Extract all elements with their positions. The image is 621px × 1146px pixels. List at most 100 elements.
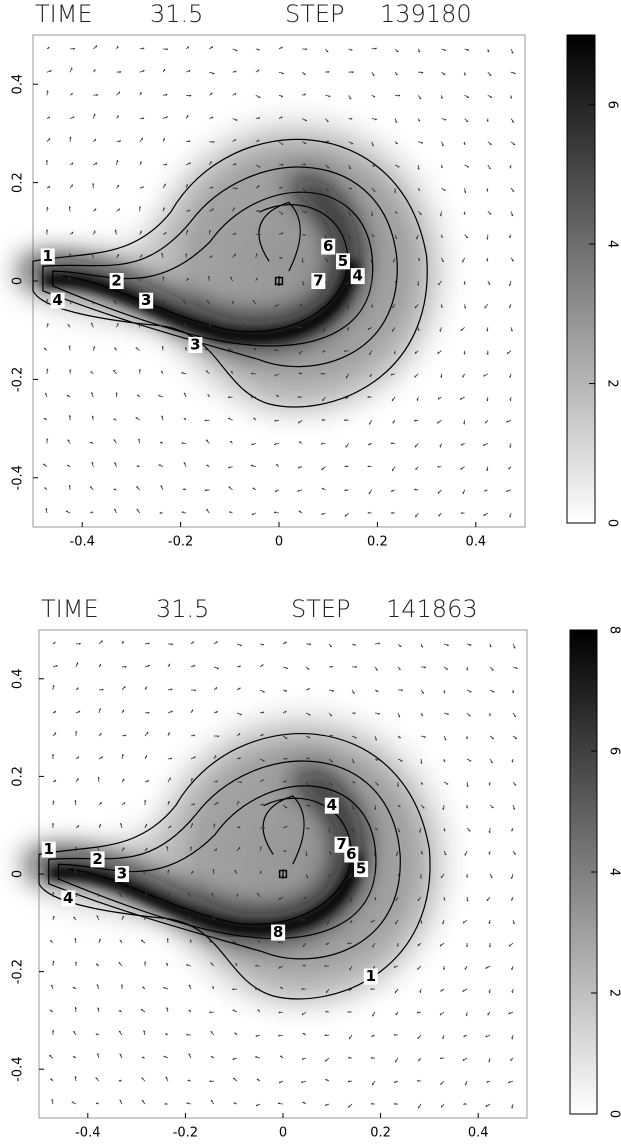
vector-arrow-head xyxy=(306,876,309,879)
vector-arrow-head xyxy=(395,121,398,123)
vector-arrow-head xyxy=(284,850,287,853)
vector-arrow-head xyxy=(375,669,378,671)
vector-arrow-head xyxy=(303,234,306,237)
vector-arrow-head xyxy=(75,961,78,964)
y-tick-label: 0 xyxy=(11,277,26,285)
vector-arrow-head xyxy=(273,442,276,445)
vector-arrow-head xyxy=(206,300,209,302)
vector-arrow-head xyxy=(121,984,124,987)
vector-arrow-head xyxy=(466,49,470,51)
vector-arrow-head xyxy=(217,735,220,738)
vector-arrow-head xyxy=(439,214,442,217)
vector-arrow-head xyxy=(186,184,189,187)
vector-arrow-head xyxy=(284,780,287,783)
vector-arrow-head xyxy=(488,921,491,924)
vector-arrow-head xyxy=(256,253,258,256)
vector-arrow-head xyxy=(370,260,372,263)
vector-arrow-head xyxy=(395,73,398,76)
vector-arrow-head xyxy=(191,777,193,781)
vector-arrow-head xyxy=(301,1080,303,1084)
vector-arrow-head xyxy=(414,488,417,491)
vector-arrow-head xyxy=(490,876,493,878)
vector-arrow-head xyxy=(168,800,170,804)
vector-arrow-head xyxy=(261,803,264,806)
vector-arrow-head xyxy=(234,163,237,166)
vector-arrow-head xyxy=(253,347,256,350)
vector-arrow-head xyxy=(351,71,354,74)
vector-arrow-head xyxy=(119,140,122,143)
vector-arrow-head xyxy=(118,1030,122,1033)
vector-arrow-head xyxy=(278,941,281,943)
vector-arrow-head xyxy=(182,488,185,490)
vector-arrow-head xyxy=(192,641,194,644)
vector-arrow-head xyxy=(466,899,469,902)
vector-arrow-head xyxy=(489,645,492,648)
vector-arrow-head xyxy=(327,71,330,74)
vector-arrow-head xyxy=(393,352,396,355)
vector-arrow-head xyxy=(165,94,168,96)
vector-arrow-head xyxy=(204,488,207,491)
vector-arrow-head xyxy=(509,445,511,448)
vector-arrow-head xyxy=(211,92,213,95)
vector-arrow-head xyxy=(511,260,514,262)
y-tick-label: -0.4 xyxy=(11,465,26,490)
vector-arrow-head xyxy=(284,710,287,713)
vector-arrow-head xyxy=(326,211,329,213)
vector-arrow-head xyxy=(250,395,253,398)
vector-arrow-head xyxy=(54,710,57,714)
vector-arrow-head xyxy=(213,823,216,826)
vector-arrow-head xyxy=(262,827,266,830)
vector-arrow-head xyxy=(349,214,352,216)
vector-arrow-head xyxy=(297,489,300,492)
vector-arrow-head xyxy=(273,511,277,513)
colorbar-tick-label: 2 xyxy=(607,989,621,997)
vector-arrow-head xyxy=(262,711,265,714)
vector-arrow-head xyxy=(485,966,488,969)
vector-arrow-head xyxy=(96,984,99,987)
x-tick-label: -0.4 xyxy=(70,535,95,550)
contour-label: 2 xyxy=(92,850,102,868)
contour-label-box xyxy=(41,841,56,858)
vector-arrow-head xyxy=(207,394,210,396)
vector-arrow-head xyxy=(330,715,333,717)
vector-arrow-head xyxy=(255,918,258,921)
vector-arrow-head xyxy=(238,733,241,736)
vector-arrow-head xyxy=(370,214,373,217)
vector-arrow-head xyxy=(488,945,491,948)
vector-arrow-head xyxy=(486,259,488,262)
vector-arrow-head xyxy=(299,304,302,307)
vector-arrow-head xyxy=(320,304,323,307)
vector-arrow-head xyxy=(136,465,139,467)
vector-arrow-head xyxy=(74,1076,77,1079)
vector-arrow-head xyxy=(238,757,241,760)
vector-arrow-head xyxy=(463,1035,466,1038)
contour-label-box xyxy=(114,866,129,882)
vector-arrow-head xyxy=(439,445,441,448)
x-tick-label: 0.4 xyxy=(468,1126,489,1141)
contour-label-box xyxy=(61,890,76,907)
vector-arrow-head xyxy=(460,328,462,331)
vector-arrow-head xyxy=(393,1033,396,1036)
vector-arrow-head xyxy=(74,868,77,871)
vector-arrow-head xyxy=(419,990,421,993)
vector-arrow-head xyxy=(398,830,401,833)
vector-arrow-head xyxy=(67,439,70,441)
vector-arrow-head xyxy=(344,465,347,467)
vector-arrow-head xyxy=(393,1102,397,1105)
vector-arrow-head xyxy=(96,846,99,848)
vector-arrow-head xyxy=(486,1080,489,1083)
vector-arrow-head xyxy=(440,375,443,378)
vector-arrow-head xyxy=(142,186,144,189)
vector-arrow-head xyxy=(187,892,190,895)
vector-arrow-head xyxy=(274,419,277,422)
vector-arrow-head xyxy=(44,277,47,279)
y-tick-label: 0.2 xyxy=(11,172,26,193)
vector-arrow-head xyxy=(345,396,347,399)
vector-arrow-head xyxy=(166,1007,169,1010)
vector-arrow-head xyxy=(52,753,55,756)
vector-arrow-head xyxy=(114,229,117,232)
vector-arrow-head xyxy=(186,1102,189,1104)
vector-arrow-head xyxy=(301,260,304,263)
vector-arrow-head xyxy=(463,142,466,146)
vector-arrow-head xyxy=(232,1057,235,1060)
